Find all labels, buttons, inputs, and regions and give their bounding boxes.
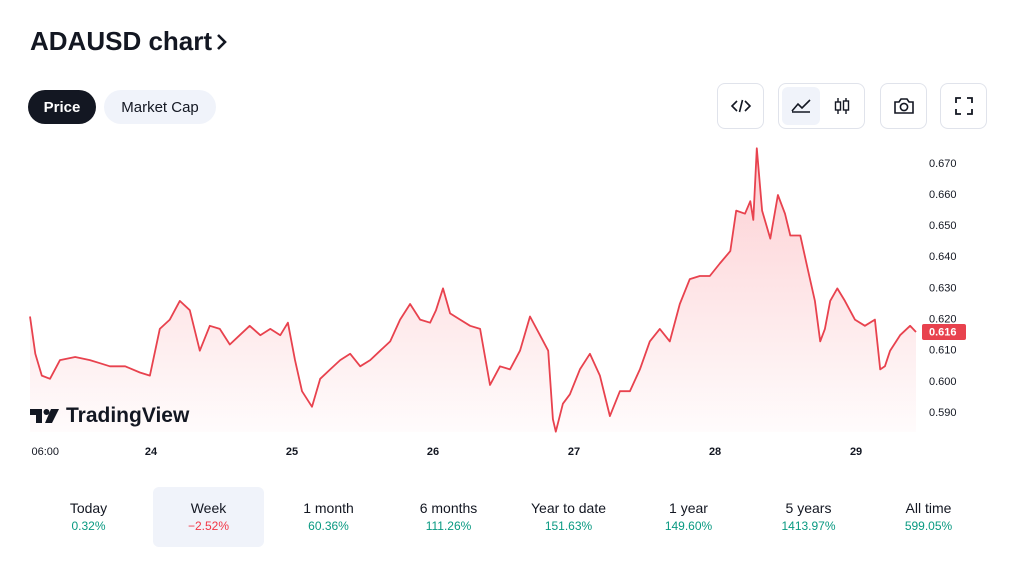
code-icon [730,99,751,113]
y-tick-label: 0.620 [929,313,957,325]
y-tick-label: 0.600 [929,376,957,388]
x-tick-label: 27 [568,446,580,458]
period-label: 1 month [303,500,354,516]
embed-button[interactable] [717,83,764,129]
period-label: Year to date [531,500,606,516]
header[interactable]: ADAUSD chart [30,26,229,57]
x-tick-label: 26 [427,446,439,458]
last-price-tag [922,324,966,341]
area-style-button[interactable] [782,87,820,125]
price-chart: 0.590 0.600 0.610 0.620 0.630 0.640 0.650 0.660… [29,147,966,458]
fullscreen-icon [954,97,973,115]
period-label: 5 years [785,500,832,516]
tv-logo [30,409,59,423]
period-cell[interactable]: All time 599.05% [873,487,984,547]
camera-icon [893,98,914,114]
y-tick-label: 0.670 [929,158,957,170]
y-tick-label: 0.650 [929,220,957,232]
period-change: 151.63% [544,519,593,533]
period-label: Week [190,500,227,516]
period-change: 599.05% [904,519,953,533]
last-price-label: 0.616 [929,326,957,338]
period-change: 1413.97% [781,519,836,533]
period-cell[interactable]: 5 years 1413.97% [753,487,864,547]
period-change: 0.32% [71,519,106,533]
watermark: TradingView [30,404,189,428]
period-change: 149.60% [664,519,713,533]
x-tick-label: 28 [709,446,721,458]
watermark-text: TradingView [66,404,190,427]
period-cell[interactable]: 1 month 60.36% [273,487,384,547]
candle-style-button[interactable] [823,87,861,125]
period-cell[interactable]: Year to date 151.63% [513,487,624,547]
period-label: 1 year [669,500,708,516]
period-performance: Today 0.32% Week −2.52% 1 month 60.36% 6 month… [28,487,988,547]
candle-icon [834,98,850,114]
price-line [29,147,917,433]
tab-price[interactable]: Price [28,90,96,124]
y-tick-label: 0.630 [929,282,957,294]
y-tick-label: 0.660 [929,189,957,201]
y-tick-label: 0.640 [929,251,957,263]
y-tick-label: 0.590 [929,407,957,419]
x-tick-label: 29 [850,446,862,458]
period-cell[interactable]: 1 year 149.60% [633,487,744,547]
period-change: 60.36% [308,519,349,533]
period-label: 6 months [419,500,478,516]
period-cell[interactable]: Week −2.52% [153,487,264,547]
area-fill [30,148,916,433]
period-label: Today [69,500,108,516]
period-cell[interactable]: 6 months 111.26% [393,487,504,547]
chevron-icon [217,33,227,50]
chart-style-group [778,83,865,129]
x-tick-label: 24 [145,446,158,458]
period-change: −2.52% [187,519,230,533]
x-tick-label: 25 [286,446,298,458]
title: ADAUSD chart [30,26,213,56]
area-icon [791,99,811,113]
period-label: All time [905,500,952,516]
tab-market-cap[interactable]: Market Cap [104,90,216,124]
x-tick-label: 06:00 [32,446,60,458]
snapshot-button[interactable] [880,83,927,129]
fullscreen-button[interactable] [940,83,987,129]
y-tick-label: 0.610 [929,345,957,357]
period-cell[interactable]: Today 0.32% [33,487,144,547]
period-change: 111.26% [425,519,472,533]
